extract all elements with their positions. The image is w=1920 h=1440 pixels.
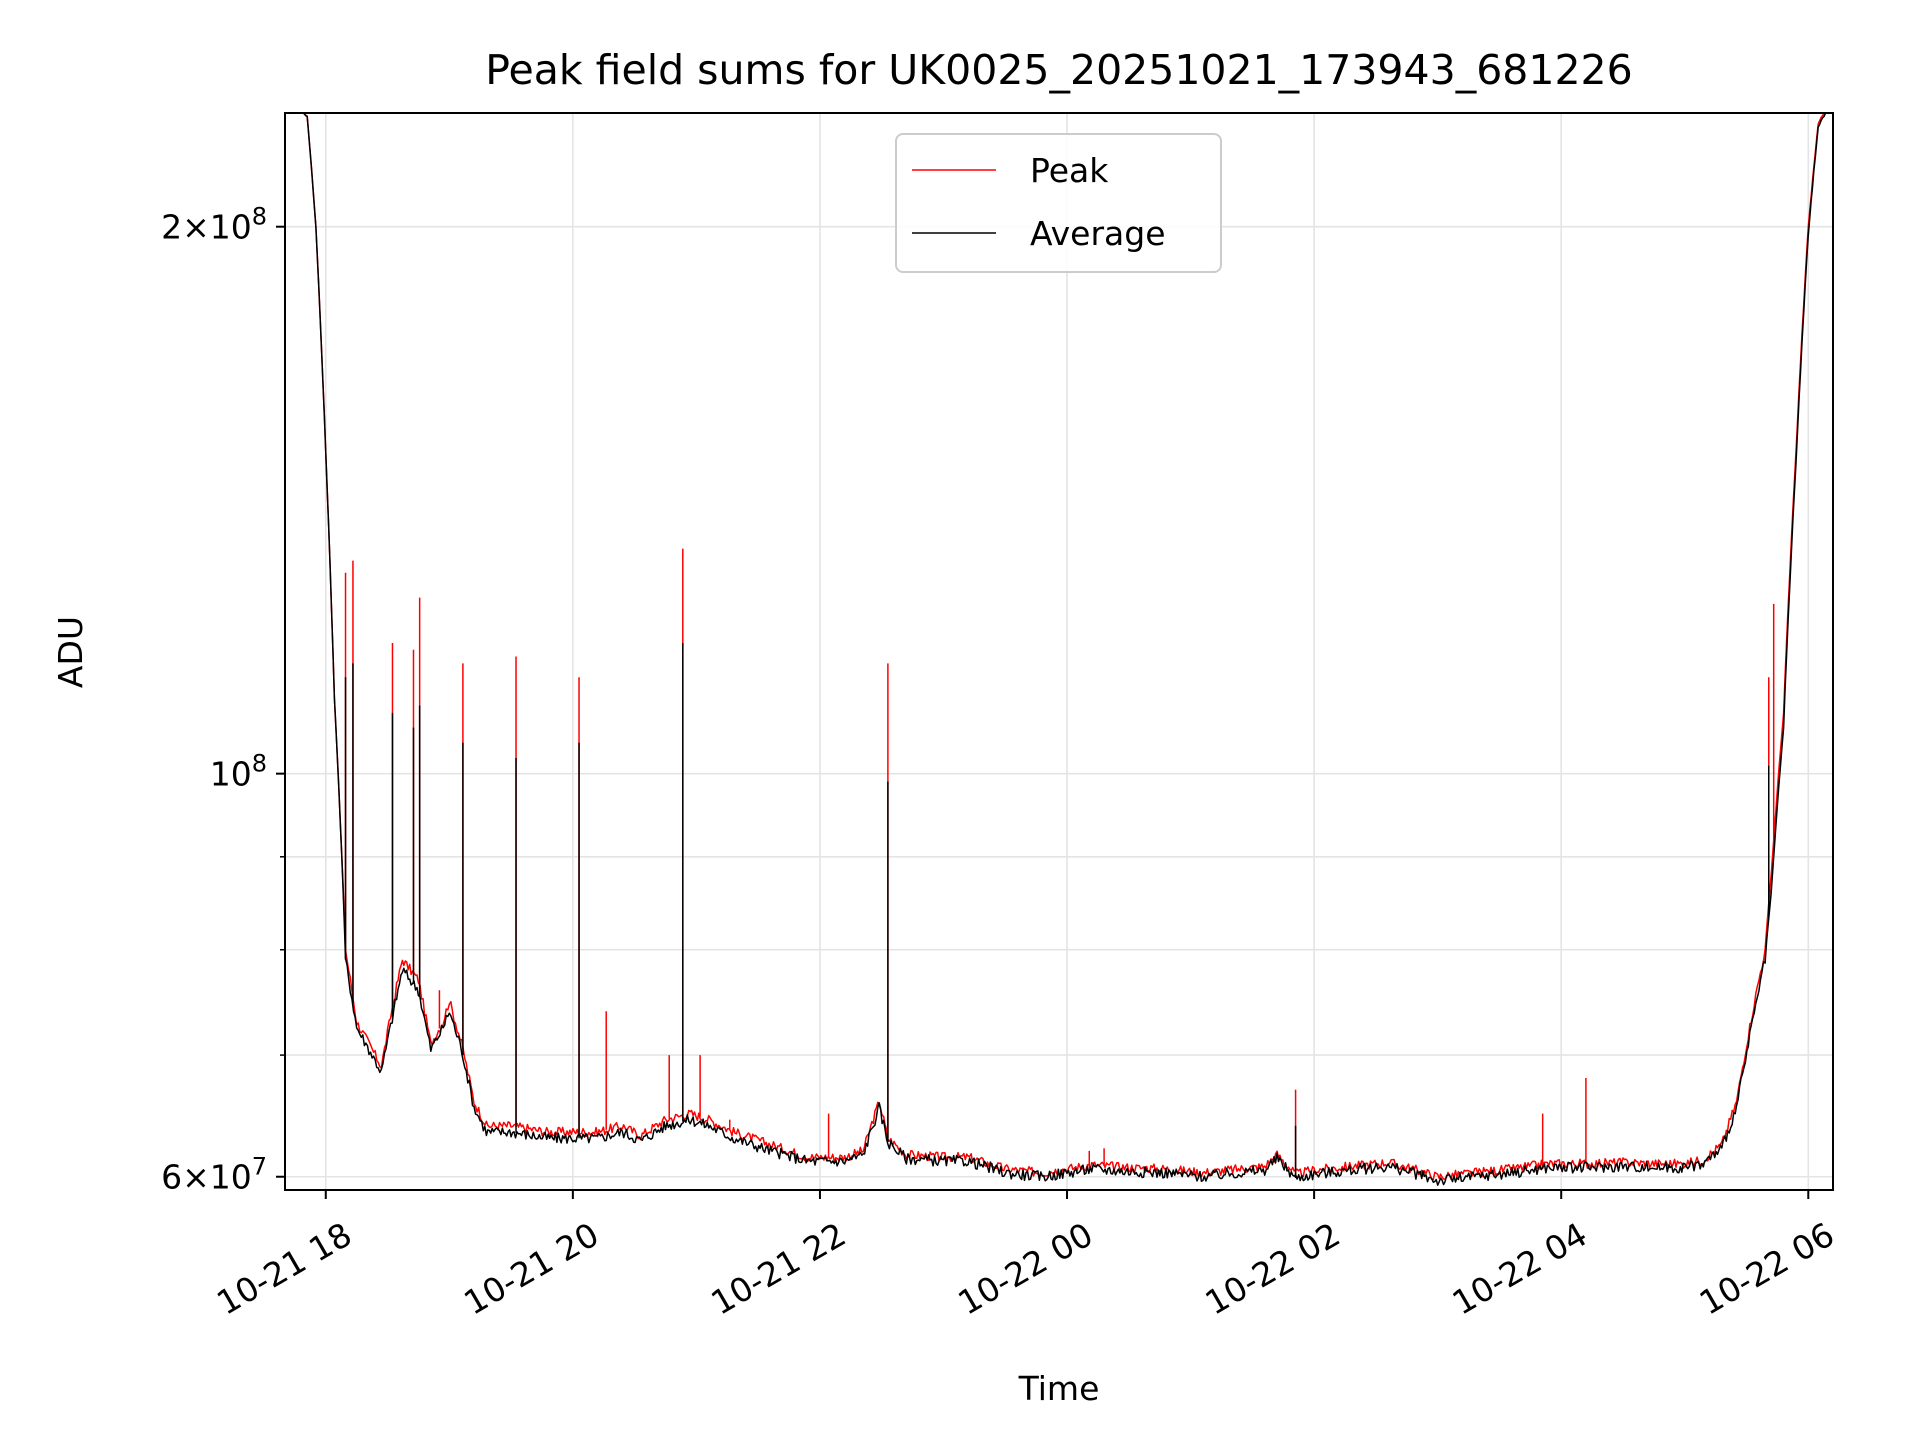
y-tick-exponent: 7	[252, 1153, 267, 1181]
y-tick-label: 108	[210, 750, 267, 794]
y-tick-label: 2×108	[161, 203, 267, 247]
series-average	[302, 113, 1827, 1186]
legend-peak-label: Peak	[1030, 151, 1109, 190]
average-line	[302, 113, 1827, 1186]
x-axis-label: Time	[1018, 1369, 1100, 1408]
legend-average-label: Average	[1030, 214, 1166, 253]
y-tick-exponent: 8	[252, 203, 267, 231]
y-tick-base: 10	[210, 755, 252, 794]
legend-box	[895, 133, 1222, 273]
series-layer	[301, 113, 1827, 1186]
plot-frame	[284, 112, 1834, 1191]
y-axis-label: ADU	[51, 616, 90, 688]
y-tick-base: 6×10	[161, 1158, 252, 1197]
y-tick-base: 2×10	[161, 208, 252, 247]
y-tick-exponent: 8	[252, 750, 267, 778]
y-tick-label: 6×107	[161, 1153, 267, 1197]
chart-title: Peak field sums for UK0025_20251021_1739…	[485, 46, 1632, 94]
legend: Peak Average	[895, 133, 1222, 273]
